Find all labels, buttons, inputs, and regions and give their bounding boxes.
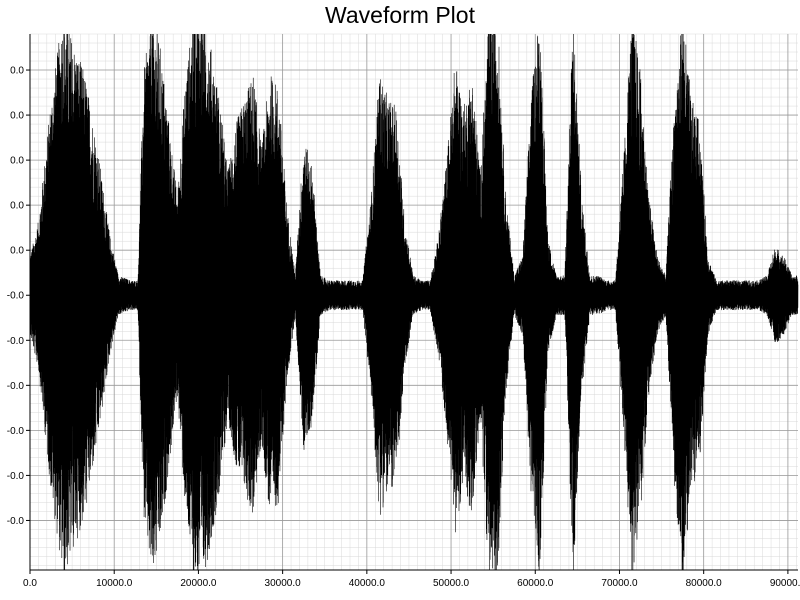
x-tick-label: 30000.0 [265, 578, 302, 589]
x-axis-ticks: 0.0 10000.0 20000.0 30000.0 40000.0 50000.0 60… [23, 570, 800, 589]
y-tick-label: 0.0 [10, 66, 24, 77]
y-tick-label: -0.0 [7, 516, 25, 527]
x-tick-label: 80000.0 [686, 578, 723, 589]
axes [29, 34, 798, 571]
x-tick-label: 10000.0 [96, 578, 133, 589]
x-tick-label: 90000.0 [770, 578, 800, 589]
y-tick-label: 0.0 [10, 111, 24, 122]
y-tick-label: 0.0 [10, 201, 24, 212]
y-tick-label: -0.0 [7, 471, 25, 482]
x-tick-label: 20000.0 [180, 578, 217, 589]
x-tick-label: 70000.0 [601, 578, 638, 589]
waveform-layer [29, 33, 799, 571]
y-axis-ticks: 0.0 0.0 0.0 0.0 0.0 -0.0 -0.0 -0.0 -0.0 -0.0 -0.0 [7, 66, 30, 527]
waveform-line [29, 33, 799, 571]
y-tick-label: -0.0 [7, 381, 25, 392]
y-tick-label: 0.0 [10, 246, 24, 257]
y-tick-label: -0.0 [7, 426, 25, 437]
x-tick-label: 60000.0 [517, 578, 554, 589]
x-tick-label: 50000.0 [433, 578, 470, 589]
y-tick-label: -0.0 [7, 336, 25, 347]
y-tick-label: -0.0 [7, 291, 25, 302]
chart-title: Waveform Plot [325, 2, 475, 28]
x-tick-label: 40000.0 [349, 578, 386, 589]
y-tick-label: 0.0 [10, 156, 24, 167]
x-tick-label: 0.0 [23, 578, 37, 589]
